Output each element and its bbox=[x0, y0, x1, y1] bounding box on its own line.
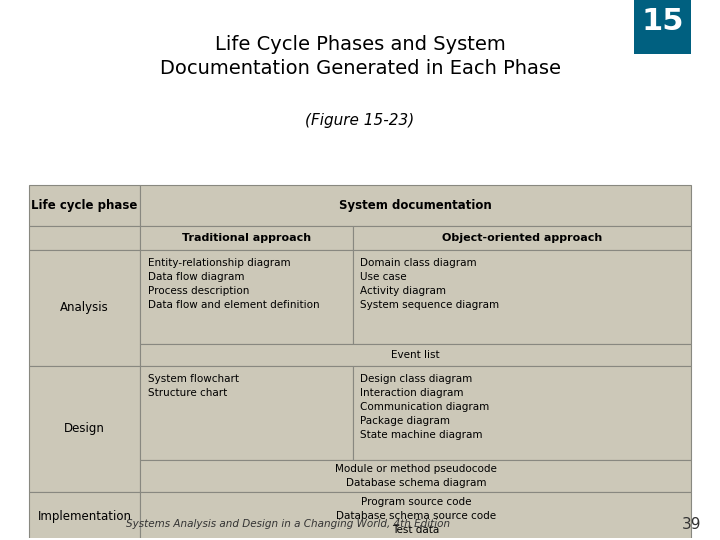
Text: Object-oriented approach: Object-oriented approach bbox=[442, 233, 602, 243]
FancyBboxPatch shape bbox=[140, 185, 691, 226]
FancyBboxPatch shape bbox=[353, 226, 691, 250]
Text: Design class diagram
Interaction diagram
Communication diagram
Package diagram
S: Design class diagram Interaction diagram… bbox=[360, 374, 490, 440]
FancyBboxPatch shape bbox=[140, 226, 353, 250]
FancyBboxPatch shape bbox=[140, 460, 691, 492]
Text: Implementation: Implementation bbox=[37, 510, 132, 523]
Text: System flowchart
Structure chart: System flowchart Structure chart bbox=[148, 374, 238, 397]
FancyBboxPatch shape bbox=[29, 250, 140, 366]
FancyBboxPatch shape bbox=[140, 344, 691, 366]
Text: Systems Analysis and Design in a Changing World, 4th Edition: Systems Analysis and Design in a Changin… bbox=[126, 519, 450, 529]
Text: Design: Design bbox=[64, 422, 105, 435]
Text: Domain class diagram
Use case
Activity diagram
System sequence diagram: Domain class diagram Use case Activity d… bbox=[360, 258, 499, 310]
FancyBboxPatch shape bbox=[29, 492, 140, 540]
Text: Analysis: Analysis bbox=[60, 301, 109, 314]
FancyBboxPatch shape bbox=[140, 366, 353, 460]
FancyBboxPatch shape bbox=[140, 250, 353, 344]
Text: Life cycle phase: Life cycle phase bbox=[32, 199, 138, 212]
Text: Entity-relationship diagram
Data flow diagram
Process description
Data flow and : Entity-relationship diagram Data flow di… bbox=[148, 258, 319, 310]
Text: 15: 15 bbox=[641, 7, 684, 36]
Text: Traditional approach: Traditional approach bbox=[182, 233, 311, 243]
FancyBboxPatch shape bbox=[29, 226, 140, 250]
Text: Event list: Event list bbox=[392, 350, 440, 360]
FancyBboxPatch shape bbox=[29, 366, 140, 492]
Text: Life Cycle Phases and System
Documentation Generated in Each Phase: Life Cycle Phases and System Documentati… bbox=[160, 35, 560, 78]
Text: Program source code
Database schema source code
Test data: Program source code Database schema sour… bbox=[336, 497, 496, 535]
Text: System documentation: System documentation bbox=[339, 199, 492, 212]
Text: 39: 39 bbox=[681, 517, 701, 532]
FancyBboxPatch shape bbox=[353, 250, 691, 344]
Text: (Figure 15-23): (Figure 15-23) bbox=[305, 113, 415, 129]
FancyBboxPatch shape bbox=[634, 0, 691, 54]
FancyBboxPatch shape bbox=[353, 366, 691, 460]
FancyBboxPatch shape bbox=[140, 492, 691, 540]
Text: Module or method pseudocode
Database schema diagram: Module or method pseudocode Database sch… bbox=[335, 464, 497, 488]
FancyBboxPatch shape bbox=[29, 185, 140, 226]
